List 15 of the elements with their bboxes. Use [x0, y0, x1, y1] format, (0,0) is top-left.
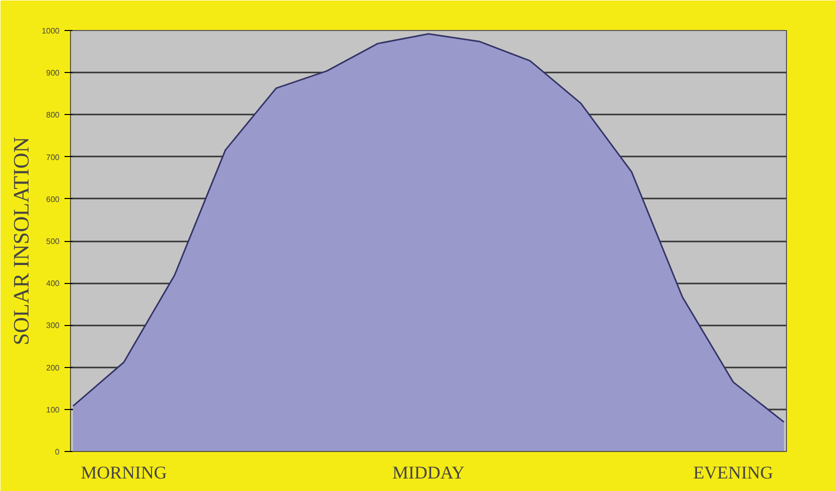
y-tick-label: 700: [46, 152, 60, 162]
y-tick-label: 300: [46, 321, 60, 330]
y-tick-label: 0: [55, 448, 60, 456]
y-tick-label: 900: [46, 68, 60, 78]
y-tick-label: 1000: [42, 26, 60, 36]
x-tick-label: MIDDAY: [392, 462, 465, 482]
y-axis-title: SOLAR INSOLATION: [8, 136, 34, 346]
y-tick-label: 100: [46, 405, 60, 414]
y-tick-label: 600: [46, 194, 60, 204]
y-tick-label: 500: [46, 237, 60, 246]
y-tick-label: 400: [46, 279, 60, 288]
y-tick-label: 800: [46, 110, 60, 120]
x-tick-label: EVENING: [693, 462, 774, 482]
y-tick-label: 200: [46, 363, 60, 372]
x-tick-label: MORNING: [80, 462, 167, 482]
